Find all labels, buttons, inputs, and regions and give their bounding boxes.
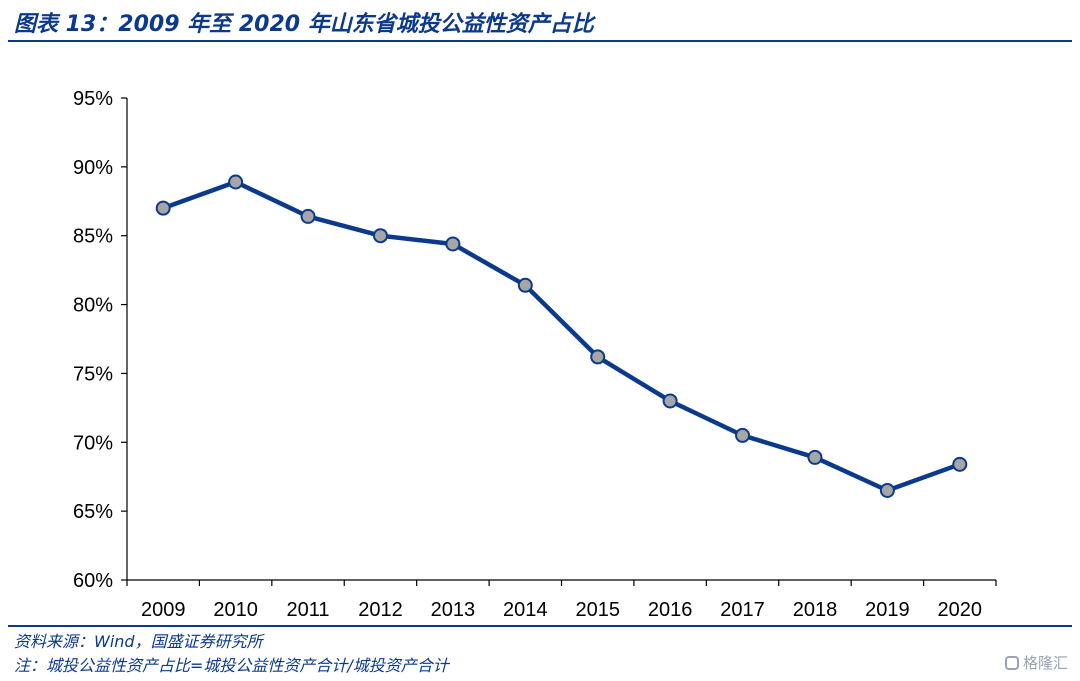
title-divider: [8, 40, 1072, 42]
data-point: [517, 277, 533, 293]
x-tick-label: 2020: [938, 599, 983, 621]
x-tick-label: 2012: [358, 599, 403, 621]
data-point: [372, 228, 388, 244]
y-tick-label: 80%: [73, 295, 113, 317]
y-tick-label: 90%: [73, 157, 113, 179]
data-point: [155, 200, 171, 216]
y-tick-label: 75%: [73, 363, 113, 385]
y-tick-label: 70%: [73, 432, 113, 454]
data-point: [735, 427, 751, 443]
x-tick-label: 2010: [213, 599, 258, 621]
data-point: [590, 349, 606, 365]
data-point: [662, 393, 678, 409]
x-tick-label: 2019: [865, 599, 910, 621]
y-tick-label: 85%: [73, 226, 113, 248]
watermark-logo-icon: [1004, 655, 1019, 670]
watermark-text: 格隆汇: [1022, 654, 1068, 672]
data-point: [300, 208, 316, 224]
series-line: [160, 179, 963, 493]
x-tick-label: 2015: [575, 599, 620, 621]
x-tick-label: 2009: [141, 599, 186, 621]
source-note: 资料来源：Wind，国盛证券研究所: [14, 632, 263, 651]
data-point: [445, 236, 461, 252]
x-tick-label: 2014: [503, 599, 548, 621]
watermark: 格隆汇: [1004, 652, 1068, 673]
data-point: [879, 482, 895, 498]
formula-note: 注：城投公益性资产占比=城投公益性资产合计/城投资产合计: [14, 656, 449, 675]
data-point: [807, 449, 823, 465]
y-tick-label: 65%: [73, 501, 113, 523]
x-tick-label: 2013: [431, 599, 476, 621]
x-tick-label: 2011: [287, 599, 330, 621]
y-tick-label: 60%: [73, 570, 113, 592]
y-tick-label: 95%: [73, 88, 113, 110]
x-tick-label: 2016: [648, 599, 693, 621]
footer-divider: [8, 625, 1072, 627]
x-tick-label: 2018: [793, 599, 838, 621]
x-tick-label: 2017: [720, 599, 765, 621]
chart-title: 图表 13：2009 年至 2020 年山东省城投公益性资产占比: [14, 12, 594, 37]
data-point: [228, 174, 244, 190]
data-point: [952, 456, 968, 472]
